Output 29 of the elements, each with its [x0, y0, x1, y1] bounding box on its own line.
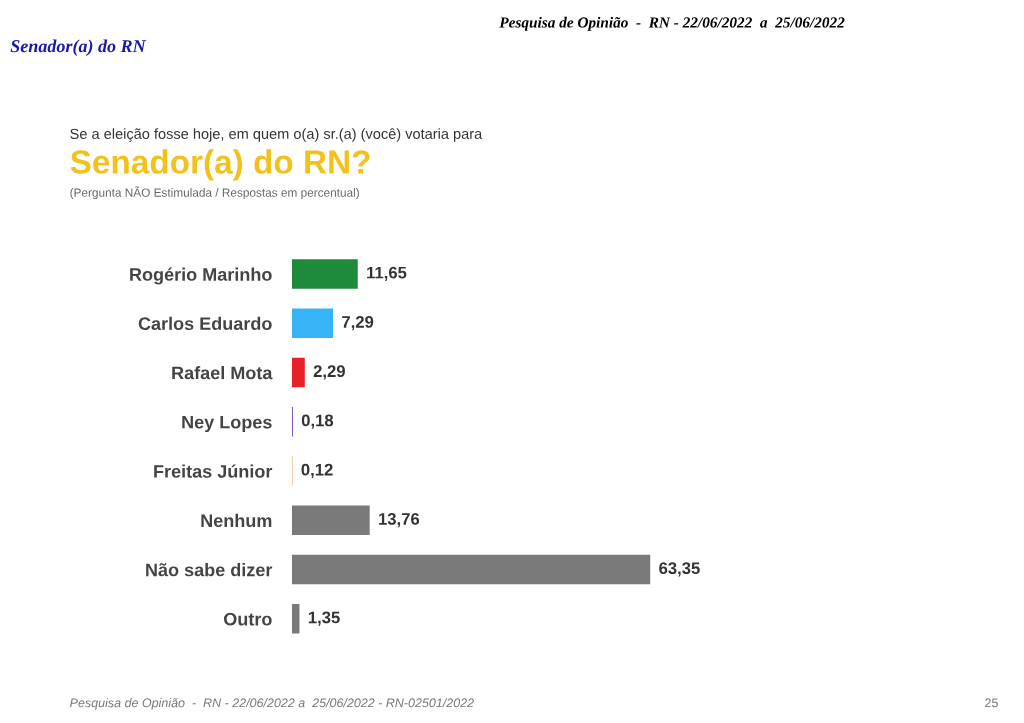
- data-label: 0,18: [301, 414, 334, 429]
- text: 25: [985, 698, 998, 708]
- y-tick-label: Outro: [224, 612, 272, 626]
- y-tick-label: Rogério Marinho: [130, 267, 272, 285]
- y-tick-label: Nenhum: [201, 513, 272, 528]
- data-label: 1,35: [308, 611, 340, 626]
- data-label: 2,29: [313, 365, 345, 380]
- data-label: 0,12: [301, 463, 333, 478]
- bar: [291, 357, 305, 388]
- text: Se a eleição fosse hoje, em quem o(a) sr.(a) (você) votaria para: [70, 128, 483, 142]
- bar: [291, 505, 370, 536]
- bar: [291, 604, 300, 634]
- y-tick-label: Rafael Mota: [172, 366, 273, 380]
- text: Pesquisa de Opinião - RN - 22/06/2022 a 25/06/2022 - RN-02501/2022: [70, 698, 474, 710]
- y-tick-label: Ney Lopes: [182, 415, 272, 433]
- data-label: 7,29: [342, 315, 374, 331]
- y-tick-label: Carlos Eduardo: [138, 316, 272, 331]
- chart-subtitle: (Pergunta NÃO Estimulada / Respostas em percentual): [70, 186, 359, 200]
- chart-title: Senador(a) do RN?: [70, 149, 370, 181]
- bar: [291, 259, 358, 289]
- y-tick-label: Freitas Júnior: [154, 464, 273, 478]
- y-tick-label: Não sabe dizer: [146, 563, 273, 577]
- data-label: 63,35: [659, 562, 700, 577]
- text: Pesquisa de Opinião - RN - 22/06/2022 a 25/06/2022: [499, 16, 845, 31]
- text: Senador(a) do RN: [10, 39, 147, 56]
- data-label: 11,65: [367, 266, 407, 281]
- data-label: 13,76: [379, 513, 420, 528]
- bar: [291, 554, 651, 585]
- bar: [291, 308, 334, 339]
